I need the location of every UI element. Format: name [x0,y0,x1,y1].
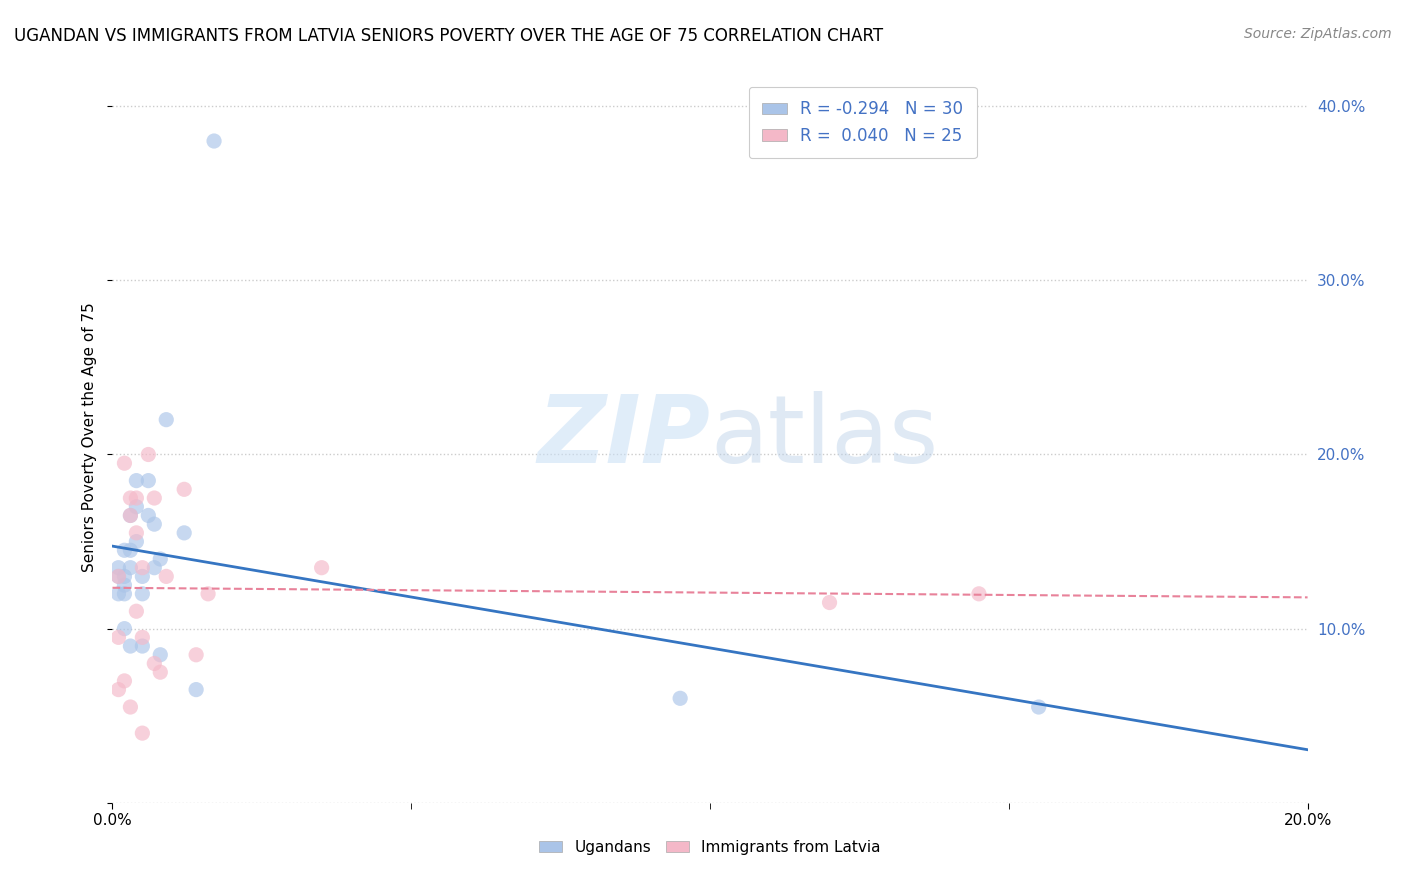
Point [197,587,219,601]
Point [114,673,135,688]
Point [131,587,153,601]
Point [120,560,142,574]
Point [107,569,129,583]
Point [138,474,160,488]
Point [120,543,142,558]
Point [107,631,129,645]
Point [131,569,153,583]
Point [186,648,208,662]
Point [131,560,153,574]
Point [120,491,142,505]
Point [143,491,166,505]
Point [107,569,129,583]
Point [107,560,129,574]
Point [114,587,135,601]
Point [120,508,142,523]
Point [202,134,225,148]
Y-axis label: Seniors Poverty Over the Age of 75: Seniors Poverty Over the Age of 75 [82,302,97,572]
Point [143,657,166,671]
Point [143,560,166,574]
Point [143,517,166,532]
Point [186,682,208,697]
Text: UGANDAN VS IMMIGRANTS FROM LATVIA SENIORS POVERTY OVER THE AGE OF 75 CORRELATION: UGANDAN VS IMMIGRANTS FROM LATVIA SENIOR… [14,27,883,45]
Point [125,534,148,549]
Text: atlas: atlas [710,391,938,483]
Point [114,578,135,592]
Point [155,569,177,583]
Point [138,508,160,523]
Point [114,543,135,558]
Point [125,474,148,488]
Point [125,525,148,540]
Point [114,569,135,583]
Point [131,631,153,645]
Point [131,639,153,653]
Point [138,448,160,462]
Point [125,491,148,505]
Legend: Ugandans, Immigrants from Latvia: Ugandans, Immigrants from Latvia [533,834,887,861]
Text: ZIP: ZIP [537,391,710,483]
Point [967,587,990,601]
Point [125,604,148,618]
Point [120,639,142,653]
Point [173,525,195,540]
Point [149,552,172,566]
Point [149,665,172,680]
Point [107,682,129,697]
Point [125,500,148,514]
Point [155,412,177,426]
Point [1028,700,1050,714]
Text: Source: ZipAtlas.com: Source: ZipAtlas.com [1244,27,1392,41]
Point [114,456,135,470]
Point [107,587,129,601]
Point [669,691,692,706]
Point [149,648,172,662]
Point [818,595,841,609]
Point [311,560,333,574]
Point [120,508,142,523]
Point [173,483,195,497]
Point [131,726,153,740]
Point [114,622,135,636]
Point [120,700,142,714]
